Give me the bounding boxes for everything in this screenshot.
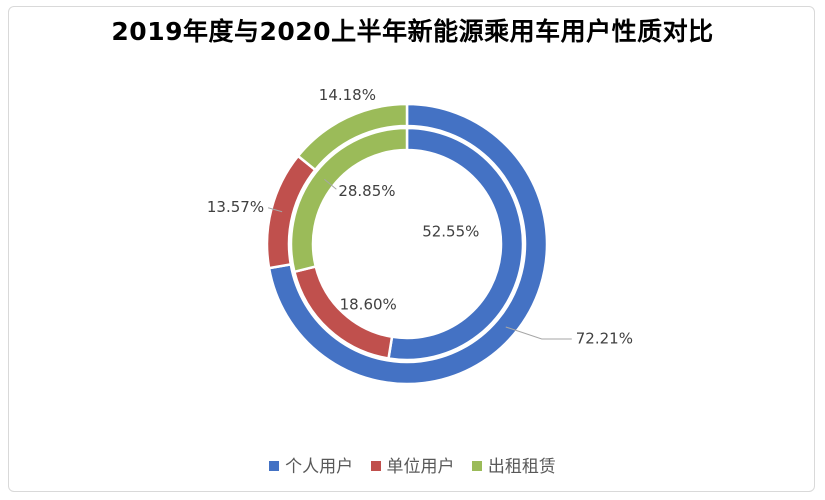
leader-line-outer-corporate <box>267 207 283 213</box>
data-label-outer-personal: 72.21% <box>576 329 633 347</box>
legend: 个人用户 单位用户 出租租赁 <box>0 452 825 477</box>
data-label-outer-corporate: 13.57% <box>207 198 264 216</box>
slice-outer-personal <box>267 102 549 386</box>
data-label-inner-corporate: 18.60% <box>340 295 397 313</box>
legend-label-rental: 出租租赁 <box>487 457 556 477</box>
legend-label-corporate: 单位用户 <box>386 457 455 477</box>
data-label-inner-rental: 28.85% <box>338 182 395 200</box>
legend-swatch-personal <box>269 461 280 471</box>
legend-label-personal: 个人用户 <box>285 457 354 477</box>
legend-item-personal: 个人用户 <box>269 452 353 477</box>
legend-swatch-rental <box>471 461 482 471</box>
slice-outer-rental <box>296 102 409 172</box>
data-label-outer-rental: 14.18% <box>319 86 376 104</box>
leader-line-outer-personal <box>505 326 572 340</box>
chart-frame <box>8 6 815 492</box>
data-label-inner-personal: 52.55% <box>422 222 479 240</box>
leader-line-inner-rental <box>324 178 337 190</box>
legend-swatch-corporate <box>370 461 381 471</box>
slice-inner-rental <box>289 126 409 274</box>
chart-title: 2019年度与2020上半年新能源乘用车用户性质对比 <box>111 17 714 46</box>
legend-item-rental: 出租租赁 <box>471 452 556 477</box>
legend-item-corporate: 单位用户 <box>370 452 455 477</box>
